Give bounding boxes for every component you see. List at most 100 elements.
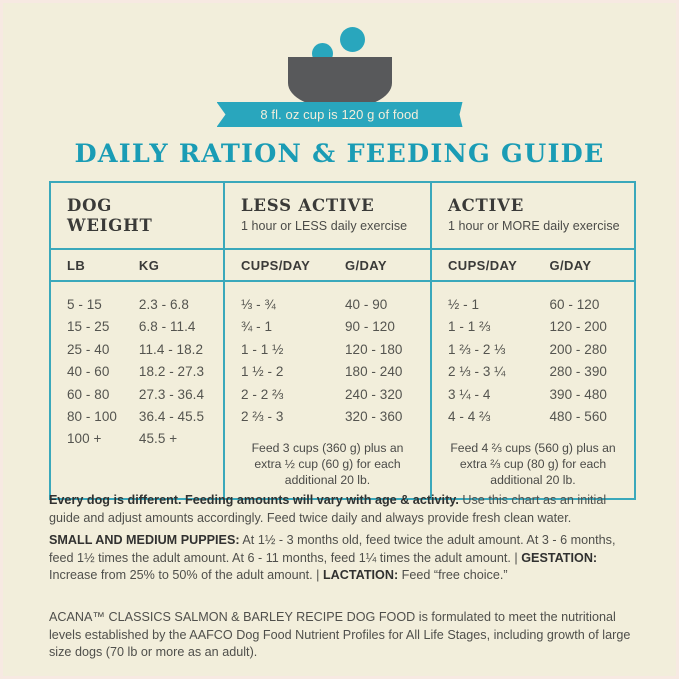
table-row: 25 - 40 11.4 - 18.2 xyxy=(67,339,223,361)
gestation-label: GESTATION: xyxy=(521,550,598,565)
table-row: 60 - 80 27.3 - 36.4 xyxy=(67,384,223,406)
body-active-column: ½ - 1 60 - 120 1 - 1 ⅔ 120 - 200 1 ⅔ - 2 ⅓… xyxy=(430,282,634,499)
cell-g-day: 120 - 200 xyxy=(549,319,607,335)
column-header-lb: LB xyxy=(67,258,86,273)
general-guidance-paragraph: Every dog is different. Feeding amounts … xyxy=(49,492,636,527)
bowl-shape-icon xyxy=(287,57,392,109)
feeding-table: DOG WEIGHT LESS ACTIVE 1 hour or LESS da… xyxy=(49,181,636,501)
cell-kg: 6.8 - 11.4 xyxy=(138,319,196,335)
cup-conversion-ribbon: 8 fl. oz cup is 120 g of food xyxy=(216,102,463,127)
kibble-dot-icon xyxy=(339,27,365,52)
cell-lb: 60 - 80 xyxy=(67,386,110,402)
cell-lb: 80 - 100 xyxy=(67,409,117,425)
cell-cups-day: 1 ⅔ - 2 ⅓ xyxy=(448,341,506,357)
table-row: 5 - 15 2.3 - 6.8 xyxy=(67,294,223,316)
table-sub-header-row: LB KG CUPS/DAY G/DAY CUPS/DAY G/DAY xyxy=(51,250,634,282)
table-row: ½ - 1 60 - 120 xyxy=(448,294,634,316)
cell-cups-day: 3 ¼ - 4 xyxy=(448,386,491,402)
body-weight-column: 5 - 15 2.3 - 6.8 15 - 25 6.8 - 11.4 25 - 4… xyxy=(51,282,223,498)
cell-lb: 25 - 40 xyxy=(67,341,110,357)
table-row: 80 - 100 36.4 - 45.5 xyxy=(67,406,223,428)
cell-g-day: 200 - 280 xyxy=(549,341,607,357)
cell-g-day: 40 - 90 xyxy=(344,297,388,312)
guidance-text: Use this chart as an initial guide and a… xyxy=(49,493,607,525)
cell-g-day: 240 - 320 xyxy=(344,386,403,402)
cell-cups-day: ⅓ - ¾ xyxy=(241,297,276,312)
cell-kg: 2.3 - 6.8 xyxy=(138,297,189,312)
guidance-lead-bold: Every dog is different. Feeding amounts … xyxy=(49,493,459,507)
cell-g-day: 180 - 240 xyxy=(344,364,403,380)
life-stage-paragraph: SMALL AND MEDIUM PUPPIES: At 1½ - 3 mont… xyxy=(49,532,636,585)
table-row: 1 - 1 ½ 120 - 180 xyxy=(241,339,430,361)
group-header-less-active: LESS ACTIVE 1 hour or LESS daily exercis… xyxy=(223,183,430,248)
cell-lb: 15 - 25 xyxy=(67,319,110,335)
sub-header-active: CUPS/DAY G/DAY xyxy=(430,250,634,280)
table-row: ⅓ - ¾ 40 - 90 xyxy=(241,294,430,316)
column-header-cups-day-less: CUPS/DAY xyxy=(241,258,311,273)
cell-cups-day: 2 ⅓ - 3 ¼ xyxy=(448,364,506,380)
group-header-title: LESS ACTIVE xyxy=(241,196,375,215)
lactation-label: LACTATION: xyxy=(322,568,399,583)
group-header-active: ACTIVE 1 hour or MORE daily exercise xyxy=(430,183,634,248)
table-body-row: 5 - 15 2.3 - 6.8 15 - 25 6.8 - 11.4 25 - 4… xyxy=(51,282,634,499)
cell-cups-day: 2 - 2 ⅔ xyxy=(241,386,284,402)
table-row: 100 + 45.5 + xyxy=(67,428,223,450)
dog-bowl-icon xyxy=(3,21,676,109)
group-header-dog-weight: DOG WEIGHT xyxy=(51,183,223,248)
active-footnote: Feed 4 ⅔ cups (560 g) plus an extra ⅔ cu… xyxy=(450,441,616,488)
cell-g-day: 90 - 120 xyxy=(344,319,395,335)
cell-g-day: 60 - 120 xyxy=(549,297,600,312)
table-row: 2 ⅓ - 3 ¼ 280 - 390 xyxy=(448,361,634,383)
table-row: 4 - 4 ⅔ 480 - 560 xyxy=(448,406,634,428)
gestation-text: Increase from 25% to 50% of the adult am… xyxy=(49,568,323,583)
column-header-g-day-active: G/DAY xyxy=(549,258,592,273)
group-header-title: ACTIVE xyxy=(448,196,525,215)
cell-kg: 36.4 - 45.5 xyxy=(138,409,205,425)
cell-g-day: 320 - 360 xyxy=(344,409,403,425)
table-row: 1 ⅔ - 2 ⅓ 200 - 280 xyxy=(448,339,634,361)
less-active-footnote: Feed 3 cups (360 g) plus an extra ½ cup … xyxy=(251,441,404,488)
table-row: 15 - 25 6.8 - 11.4 xyxy=(67,316,223,338)
table-row: 40 - 60 18.2 - 27.3 xyxy=(67,361,223,383)
body-less-active-column: ⅓ - ¾ 40 - 90 ¾ - 1 90 - 120 1 - 1 ½ 120 - … xyxy=(223,282,430,499)
sub-header-less-active: CUPS/DAY G/DAY xyxy=(223,250,430,280)
cell-kg: 45.5 + xyxy=(138,431,178,447)
cell-g-day: 120 - 180 xyxy=(344,341,403,357)
cell-lb: 100 + xyxy=(67,431,102,447)
table-row: 3 ¼ - 4 390 - 480 xyxy=(448,384,634,406)
table-row: 1 ½ - 2 180 - 240 xyxy=(241,361,430,383)
cell-g-day: 390 - 480 xyxy=(549,386,607,402)
cell-g-day: 480 - 560 xyxy=(549,409,607,425)
cell-kg: 11.4 - 18.2 xyxy=(138,341,204,357)
group-header-subtitle: 1 hour or MORE daily exercise xyxy=(448,219,620,233)
cell-cups-day: 1 ½ - 2 xyxy=(241,364,284,380)
table-row: 2 - 2 ⅔ 240 - 320 xyxy=(241,384,430,406)
sub-header-weight: LB KG xyxy=(51,250,223,280)
table-row: 2 ⅔ - 3 320 - 360 xyxy=(241,406,430,428)
group-header-subtitle: 1 hour or LESS daily exercise xyxy=(241,219,408,233)
puppies-text: At 1½ - 3 months old, feed twice the adu… xyxy=(49,533,616,565)
cell-lb: 5 - 15 xyxy=(67,297,102,312)
group-header-title-line1: DOG xyxy=(67,196,113,215)
cell-cups-day: 2 ⅔ - 3 xyxy=(241,409,284,425)
cell-lb: 40 - 60 xyxy=(67,364,110,380)
cell-cups-day: ¾ - 1 xyxy=(241,319,273,335)
page-title: DAILY RATION & FEEDING GUIDE xyxy=(74,139,605,169)
cell-cups-day: 4 - 4 ⅔ xyxy=(448,409,491,425)
aafco-statement: ACANA™ CLASSICS SALMON & BARLEY RECIPE D… xyxy=(49,610,631,660)
column-header-g-day-less: G/DAY xyxy=(344,258,387,273)
cell-g-day: 280 - 390 xyxy=(549,364,607,380)
column-header-kg: KG xyxy=(138,258,160,273)
table-row: 1 - 1 ⅔ 120 - 200 xyxy=(448,316,634,338)
cell-cups-day: 1 - 1 ½ xyxy=(241,341,284,357)
cell-kg: 18.2 - 27.3 xyxy=(138,364,205,380)
cell-cups-day: ½ - 1 xyxy=(448,297,480,312)
table-row: ¾ - 1 90 - 120 xyxy=(241,316,430,338)
lactation-text: Feed “free choice.” xyxy=(398,568,508,583)
puppies-label: SMALL AND MEDIUM PUPPIES: xyxy=(49,533,240,547)
table-group-header-row: DOG WEIGHT LESS ACTIVE 1 hour or LESS da… xyxy=(51,183,634,250)
group-header-title-line2: WEIGHT xyxy=(67,216,153,235)
column-header-cups-day-active: CUPS/DAY xyxy=(448,258,518,273)
cell-kg: 27.3 - 36.4 xyxy=(138,386,205,402)
